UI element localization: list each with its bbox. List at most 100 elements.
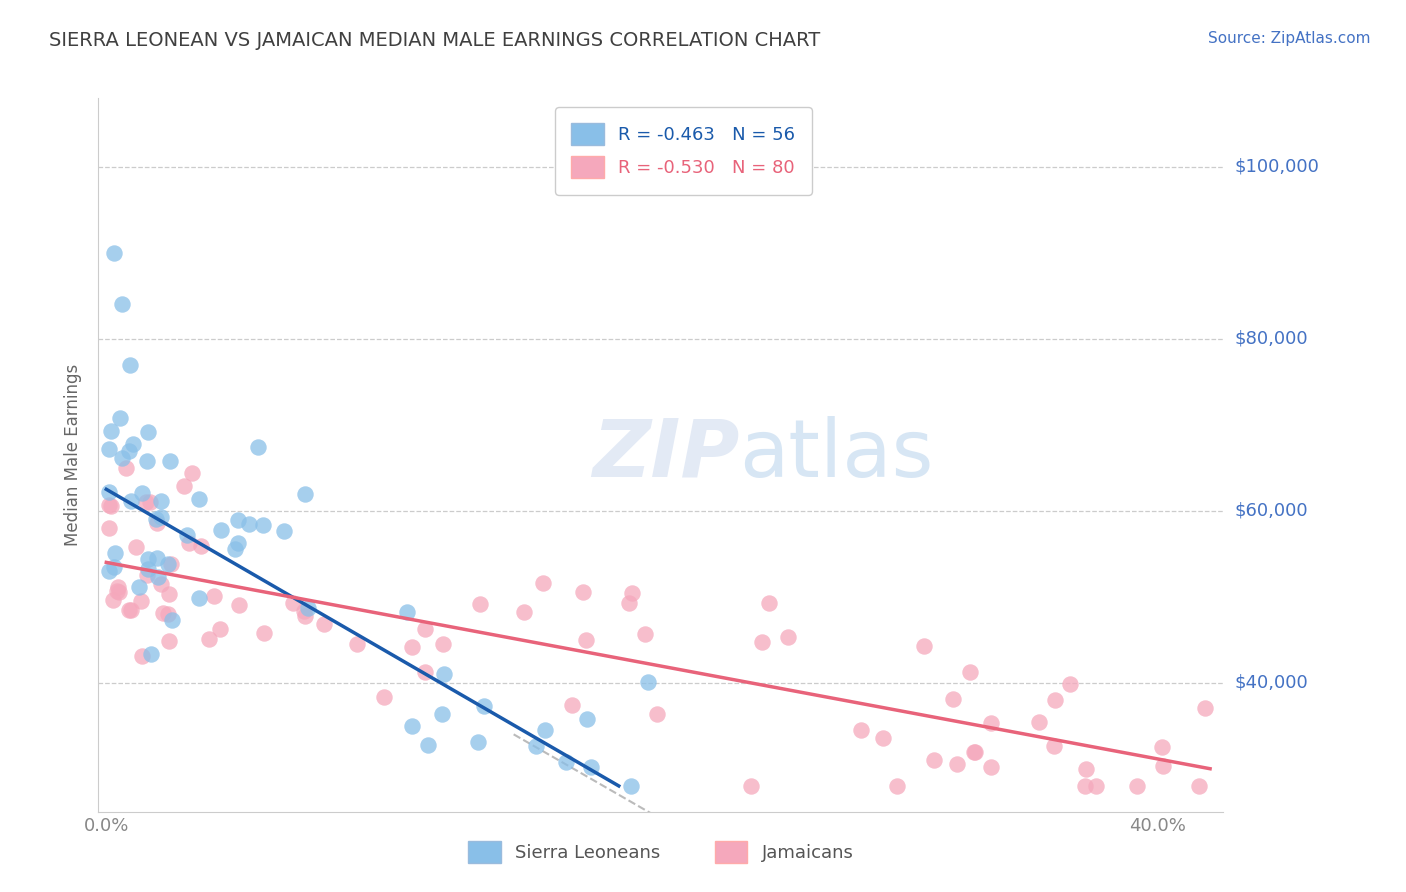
Point xyxy=(959,665,981,679)
Point xyxy=(97,564,120,578)
Point xyxy=(181,467,204,481)
Point xyxy=(131,594,153,608)
Point xyxy=(228,598,250,612)
Point xyxy=(620,779,643,793)
Point xyxy=(401,719,423,733)
Point xyxy=(962,745,984,759)
Point xyxy=(146,551,169,566)
Point xyxy=(160,614,183,628)
Point xyxy=(238,516,260,531)
Point xyxy=(100,425,122,439)
Point xyxy=(637,675,659,690)
Point xyxy=(115,461,138,475)
Point xyxy=(645,706,668,721)
Point xyxy=(253,626,276,640)
Point xyxy=(1126,779,1149,793)
Point xyxy=(173,479,195,493)
Point xyxy=(187,492,209,507)
Point xyxy=(292,604,315,618)
Point xyxy=(1085,779,1108,793)
Point xyxy=(138,562,160,576)
Point xyxy=(226,535,249,549)
Point xyxy=(111,450,134,465)
Point xyxy=(120,493,142,508)
Point xyxy=(980,760,1002,774)
Point xyxy=(97,498,120,512)
Point xyxy=(581,760,603,774)
Point xyxy=(149,509,172,524)
Point xyxy=(136,425,159,440)
Point xyxy=(467,734,489,748)
Point xyxy=(100,499,122,513)
Text: $40,000: $40,000 xyxy=(1234,673,1308,692)
Point xyxy=(1028,714,1050,729)
Point xyxy=(886,779,908,793)
Point xyxy=(922,753,945,767)
Point xyxy=(468,597,491,611)
Point xyxy=(157,607,180,621)
Text: $80,000: $80,000 xyxy=(1234,330,1308,348)
Point xyxy=(128,580,150,594)
Point xyxy=(103,560,125,574)
Point xyxy=(209,523,232,537)
Point xyxy=(108,584,131,599)
Text: atlas: atlas xyxy=(740,416,934,494)
Point xyxy=(1152,759,1174,773)
Point xyxy=(472,699,495,714)
Point xyxy=(433,666,456,681)
Text: Source: ZipAtlas.com: Source: ZipAtlas.com xyxy=(1208,31,1371,46)
Point xyxy=(135,454,157,468)
Point xyxy=(118,358,141,372)
Point xyxy=(139,647,162,661)
Point xyxy=(281,596,304,610)
Point xyxy=(152,606,174,620)
Point xyxy=(97,521,120,535)
Point xyxy=(145,512,167,526)
Point xyxy=(297,600,319,615)
Point xyxy=(575,633,598,648)
Point xyxy=(224,541,246,556)
Point xyxy=(396,606,419,620)
Point xyxy=(1150,740,1173,755)
Point xyxy=(576,711,599,725)
Point xyxy=(187,591,209,606)
Point xyxy=(1059,677,1081,691)
Point xyxy=(136,552,159,566)
Point xyxy=(401,640,423,654)
Point xyxy=(111,297,134,311)
Point xyxy=(751,635,773,649)
Point xyxy=(97,442,120,457)
Point xyxy=(849,723,872,738)
Point xyxy=(103,245,125,260)
Point xyxy=(157,587,180,601)
Point xyxy=(131,485,153,500)
Point xyxy=(617,596,640,610)
Text: ZIP: ZIP xyxy=(592,416,740,494)
Point xyxy=(946,756,969,771)
Point xyxy=(197,632,219,646)
Text: $60,000: $60,000 xyxy=(1234,502,1308,520)
Point xyxy=(159,454,181,468)
Point xyxy=(778,630,800,644)
Point xyxy=(118,603,141,617)
Point xyxy=(107,583,129,598)
Text: SIERRA LEONEAN VS JAMAICAN MEDIAN MALE EARNINGS CORRELATION CHART: SIERRA LEONEAN VS JAMAICAN MEDIAN MALE E… xyxy=(49,31,821,50)
Point xyxy=(145,516,167,531)
Legend: Sierra Leoneans, Jamaicans: Sierra Leoneans, Jamaicans xyxy=(461,834,860,871)
Point xyxy=(226,513,249,527)
Point xyxy=(110,410,132,425)
Point xyxy=(294,487,316,501)
Point xyxy=(101,593,124,607)
Point xyxy=(561,698,583,712)
Point xyxy=(179,535,201,549)
Point xyxy=(418,739,440,753)
Point xyxy=(146,570,169,584)
Point xyxy=(131,649,153,664)
Point xyxy=(107,580,129,594)
Point xyxy=(572,584,595,599)
Point xyxy=(135,495,157,509)
Point xyxy=(120,603,142,617)
Point xyxy=(149,494,172,508)
Point xyxy=(118,444,141,458)
Point xyxy=(1194,701,1216,715)
